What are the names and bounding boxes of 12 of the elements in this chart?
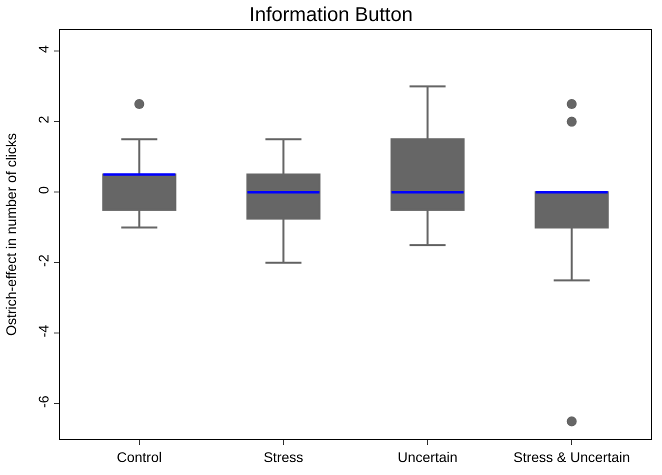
y-tick-label: 2 (35, 115, 52, 124)
y-tick-label: -2 (35, 254, 52, 267)
y-tick-label: -4 (35, 324, 52, 338)
y-axis-title: Ostrich-effect in number of clicks (3, 133, 19, 336)
y-tick-label: -6 (35, 395, 52, 408)
x-tick-label: Uncertain (398, 448, 458, 465)
x-tick-label: Stress & Uncertain (513, 448, 630, 465)
y-tick-label: 4 (35, 44, 52, 53)
y-tick-label: 0 (35, 186, 52, 194)
x-tick-label: Control (116, 448, 162, 465)
x-tick-label: Stress (264, 448, 304, 465)
chart-title: Information Button (249, 4, 413, 26)
